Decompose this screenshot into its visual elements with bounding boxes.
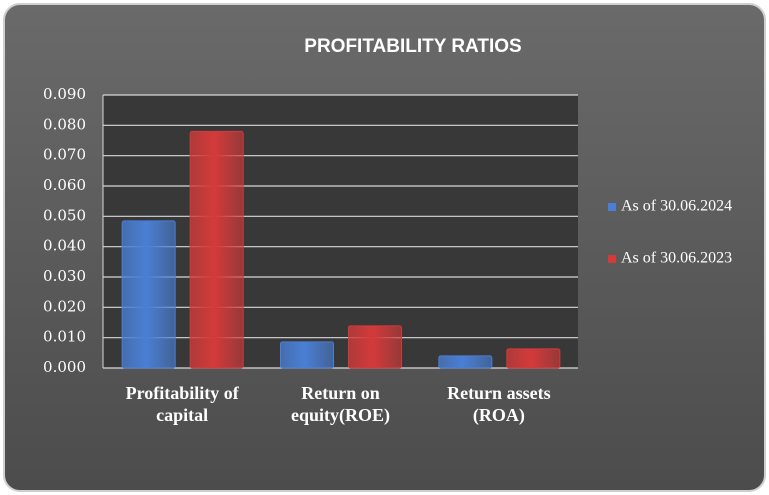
y-tick-label: 0.070	[43, 146, 86, 164]
y-tick-label: 0.020	[43, 297, 86, 315]
x-tick-label: Return assets (ROA)	[447, 383, 551, 425]
legend-swatch	[608, 203, 616, 211]
plot-area	[103, 95, 578, 368]
y-tick-label: 0.040	[43, 237, 86, 255]
y-tick-label: 0.090	[43, 85, 86, 103]
legend-label: As of 30.06.2023	[621, 250, 732, 267]
bar	[438, 355, 493, 369]
x-tick-label: Profitability of capital	[125, 383, 239, 425]
y-tick-label: 0.010	[43, 328, 86, 346]
legend-swatch	[608, 255, 616, 263]
chart-title: PROFITABILITY RATIOS	[304, 36, 521, 57]
bar	[348, 325, 402, 369]
bar	[121, 220, 176, 369]
y-tick-label: 0.000	[43, 358, 86, 376]
y-tick-label: 0.080	[43, 115, 86, 133]
y-tick-label: 0.030	[43, 267, 86, 285]
bar	[189, 130, 244, 369]
y-tick-label: 0.050	[43, 206, 86, 224]
bar	[280, 341, 334, 369]
bar	[506, 348, 561, 369]
y-tick-label: 0.060	[43, 176, 86, 194]
legend-label: As of 30.06.2024	[621, 198, 732, 215]
x-tick-label: Return on equity(ROE)	[291, 383, 390, 425]
